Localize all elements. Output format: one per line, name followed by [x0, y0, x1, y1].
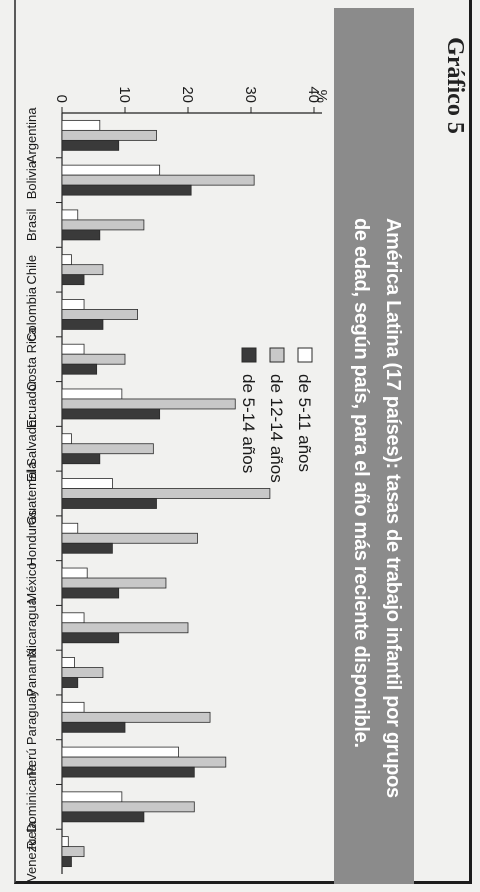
legend-label: de 5-11 años — [295, 374, 314, 472]
bar-chile-1 — [61, 264, 104, 276]
bar-per--2 — [61, 766, 195, 778]
bar-m-xico-1 — [61, 577, 167, 589]
bar-argentina-0 — [61, 119, 101, 131]
legend-swatch — [297, 347, 313, 363]
y-tick-label: 40 — [305, 86, 322, 103]
bar-colombia-2 — [61, 319, 104, 330]
category-label: Ecuador — [24, 379, 39, 428]
bar-nicaragua-1 — [61, 622, 189, 634]
bar-m-xico-2 — [61, 587, 120, 599]
bar-argentina-1 — [61, 129, 157, 141]
bar-nicaragua-0 — [61, 612, 85, 624]
category-label: Venezuela — [24, 820, 39, 881]
category-label: Perú — [24, 748, 39, 775]
category-label: Costa Rica — [24, 327, 39, 391]
legend-label: de 12-14 años — [267, 374, 286, 483]
bar-argentina-2 — [61, 139, 120, 151]
chart-frame — [14, 0, 472, 884]
y-tick-label: 0 — [53, 95, 70, 103]
y-tick-label: 20 — [179, 86, 196, 103]
category-label: Paraguay — [24, 689, 39, 745]
bar-r-dominicana-2 — [61, 811, 145, 823]
category-label: Brasil — [24, 209, 39, 242]
bar-per--0 — [61, 746, 179, 758]
bar-chile-2 — [61, 274, 85, 286]
bar-colombia-1 — [61, 309, 139, 320]
bar-venezuela-1 — [61, 846, 85, 858]
plot-area: 0 10 20 30 40% Argentina Bolivia Brasil Chile Col… — [14, 8, 334, 884]
bar-brasil-2 — [61, 229, 101, 241]
chart-title-line-1: América Latina (17 países): tasas de tra… — [382, 218, 404, 798]
bar-ecuador-1 — [61, 398, 236, 410]
chart-title-line-2: de edad, según país, para el año más rec… — [350, 218, 372, 748]
legend-swatch — [269, 347, 285, 363]
bar-costa-rica-2 — [61, 363, 98, 375]
bar-guatemala-0 — [61, 478, 113, 489]
y-tick-label: 30 — [242, 86, 259, 103]
bar-ecuador-2 — [61, 408, 161, 420]
category-label: Chile — [24, 255, 39, 285]
bar-m-xico-0 — [61, 567, 88, 579]
chart-number-heading: Gráfico 5 — [428, 0, 480, 170]
category-label: El Salvador — [24, 415, 39, 482]
y-axis-label: % — [313, 90, 330, 103]
bar-venezuela-0 — [61, 836, 69, 848]
bar-costa-rica-1 — [61, 353, 126, 365]
bar-paraguay-0 — [61, 701, 85, 713]
bar-colombia-0 — [61, 299, 85, 310]
category-label: México — [24, 562, 39, 603]
rotated-chart: América Latina (17 países): tasas de tra… — [14, 8, 414, 884]
category-label: Colombia — [24, 286, 39, 342]
bar-paraguay-2 — [61, 721, 126, 733]
bar-panam--0 — [61, 657, 76, 668]
bar-nicaragua-2 — [61, 632, 120, 644]
chart-title-band: América Latina (17 países): tasas de tra… — [334, 8, 414, 884]
bar-venezuela-2 — [61, 856, 72, 868]
bar-bolivia-2 — [61, 184, 192, 196]
bar-guatemala-1 — [61, 488, 271, 499]
bar-paraguay-1 — [61, 711, 211, 723]
bar-honduras-2 — [61, 542, 113, 554]
bar-costa-rica-0 — [61, 343, 85, 355]
bar-ecuador-0 — [61, 388, 123, 400]
category-label: Nicaragua — [24, 597, 39, 657]
category-label: Argentina — [24, 107, 39, 163]
legend-swatch — [241, 347, 257, 363]
category-label: Honduras — [24, 510, 39, 567]
bar-panam--1 — [61, 667, 104, 678]
bar-r-dominicana-1 — [61, 801, 195, 813]
bar-r-dominicana-0 — [61, 791, 123, 803]
legend-label: de 5-14 años — [239, 374, 258, 473]
bar-honduras-1 — [61, 532, 198, 544]
bar-el-salvador-2 — [61, 453, 101, 465]
bar-honduras-0 — [61, 522, 79, 534]
y-tick-label: 10 — [116, 86, 133, 103]
bar-el-salvador-0 — [61, 433, 72, 445]
category-label: R. Dominicana — [24, 763, 39, 849]
chart-number-heading-text: Gráfico 5 — [441, 36, 468, 134]
category-label: Guatemala — [24, 461, 39, 525]
bar-panam--2 — [61, 677, 79, 688]
bar-guatemala-2 — [61, 498, 157, 509]
bar-bolivia-0 — [61, 164, 161, 176]
bar-per--1 — [61, 756, 227, 768]
bar-brasil-0 — [61, 209, 79, 221]
bar-bolivia-1 — [61, 174, 255, 186]
bar-el-salvador-1 — [61, 443, 154, 455]
bar-brasil-1 — [61, 219, 145, 231]
category-label: Bolivia — [24, 160, 39, 199]
bar-chile-0 — [61, 254, 72, 266]
category-label: Panamá — [24, 648, 39, 697]
